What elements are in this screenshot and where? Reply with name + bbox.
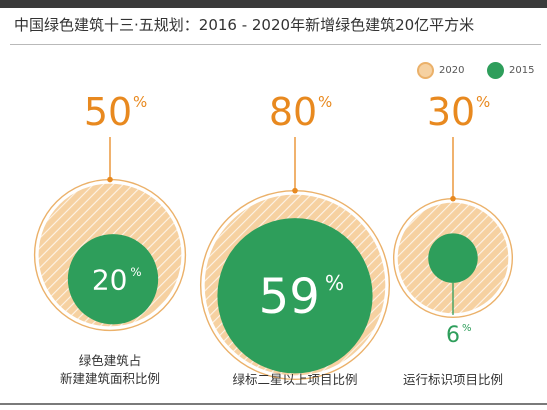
callout-2020-dot-2 — [450, 195, 456, 202]
legend-label-2015: 2015 — [509, 64, 535, 76]
chart-title: 中国绿色建筑十三·五规划：2016 - 2020年新增绿色建筑20亿平方米 — [14, 16, 475, 34]
title-divider — [10, 44, 541, 45]
value-label-2020-0: 50 — [84, 90, 132, 134]
unit-label-2015-2: % — [462, 323, 472, 334]
value-label-2015-2: 6 — [446, 323, 460, 348]
top-bar — [0, 0, 547, 8]
legend-item-2015: 2015 — [487, 59, 534, 81]
callout-2020-dot-0 — [107, 176, 113, 183]
bubble-2015-2 — [428, 233, 478, 283]
category-label-0-1: 新建建筑面积比例 — [60, 371, 160, 386]
callout-2020-dot-1 — [292, 187, 298, 194]
bubble-2015-0 — [67, 234, 159, 325]
unit-label-2020-2: % — [476, 93, 490, 111]
unit-label-2020-1: % — [318, 93, 332, 111]
category-label-1-0: 绿标二星以上项目比例 — [232, 372, 357, 387]
legend-label-2020: 2020 — [439, 64, 465, 76]
value-label-2015-1: 59 — [259, 269, 320, 325]
bubble-2015-1 — [217, 218, 373, 374]
bottom-rule — [0, 403, 547, 405]
unit-label-2015-0: % — [130, 265, 141, 279]
legend-item-2020: 2020 — [417, 59, 464, 81]
value-label-2020-2: 30 — [427, 90, 475, 134]
value-label-2015-0: 20 — [92, 263, 128, 296]
circle-swatch-2020-icon — [417, 61, 434, 79]
category-label-0-0: 绿色建筑占 — [79, 353, 142, 368]
circle-swatch-2015-icon — [487, 61, 504, 79]
unit-label-2020-0: % — [133, 93, 147, 111]
value-label-2020-1: 80 — [269, 90, 317, 134]
unit-label-2015-1: % — [325, 271, 344, 295]
category-label-2-0: 运行标识项目比例 — [403, 372, 503, 387]
